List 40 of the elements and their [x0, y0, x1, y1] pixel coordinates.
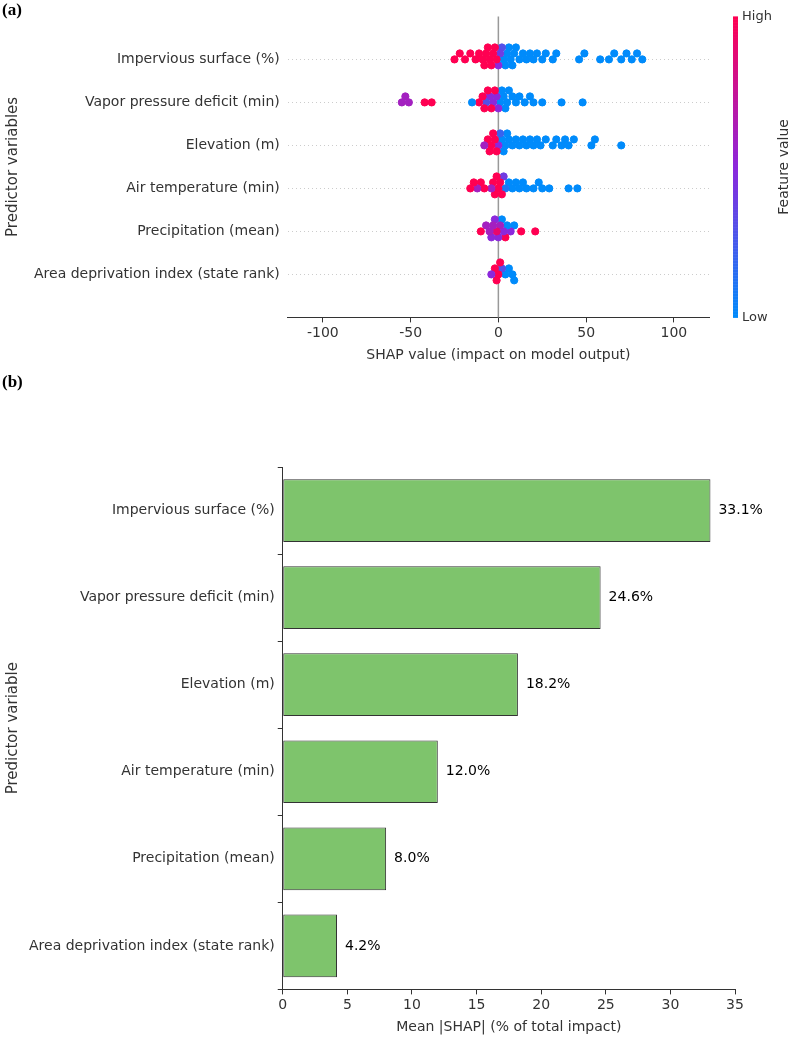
x-tick-label: 30 — [661, 996, 680, 1013]
y-tick-label: Elevation (m) — [185, 136, 280, 153]
data-label: 24.6% — [608, 588, 654, 605]
color-bar-title: Feature value — [774, 119, 791, 215]
data-label: 8.0% — [394, 849, 430, 866]
x-axis-title: SHAP value (impact on model output) — [366, 346, 631, 363]
text: (a) — [2, 0, 22, 19]
x-tick-label: 25 — [596, 996, 615, 1013]
x-tick-label: -50 — [399, 324, 423, 341]
data-label: 12.0% — [445, 762, 491, 779]
y-tick-label: Elevation (m) — [180, 675, 275, 692]
data-label: 18.2% — [525, 675, 571, 692]
y-axis-title: Predictor variable — [2, 662, 21, 795]
y-tick-label: Area deprivation index (state rank) — [33, 265, 280, 282]
x-axis-title: Mean |SHAP| (% of total impact) — [396, 1018, 622, 1036]
data-label: 33.1% — [718, 501, 763, 518]
y-tick-label: Impervious surface (%) — [116, 50, 280, 67]
text: (b) — [2, 371, 23, 391]
x-tick-label: 50 — [577, 324, 596, 341]
x-tick-label: 100 — [660, 324, 688, 341]
y-tick-label: Precipitation (mean) — [137, 222, 280, 239]
x-tick-label: -100 — [306, 324, 339, 341]
x-tick-label: 10 — [403, 996, 421, 1013]
y-tick-label: Vapor pressure deficit (min) — [84, 93, 280, 110]
y-tick-label: Air temperature (min) — [126, 179, 280, 196]
x-tick-label: 0 — [278, 996, 288, 1013]
x-tick-label: 15 — [467, 996, 486, 1013]
color-bar-label: Low — [742, 308, 768, 324]
x-tick-label: 35 — [726, 996, 744, 1013]
x-tick-label: 0 — [493, 324, 503, 341]
y-tick-label: Vapor pressure deficit (min) — [79, 588, 275, 605]
x-tick-label: 5 — [342, 996, 352, 1013]
color-bar-label: High — [742, 7, 772, 23]
data-label: 4.2% — [345, 936, 381, 953]
x-tick-label: 20 — [532, 996, 551, 1013]
y-tick-label: Precipitation (mean) — [132, 849, 275, 866]
y-axis-title: Predictor variables — [2, 96, 21, 237]
y-tick-label: Impervious surface (%) — [111, 501, 275, 518]
y-tick-label: Air temperature (min) — [121, 762, 275, 779]
y-tick-label: Area deprivation index (state rank) — [28, 936, 275, 953]
